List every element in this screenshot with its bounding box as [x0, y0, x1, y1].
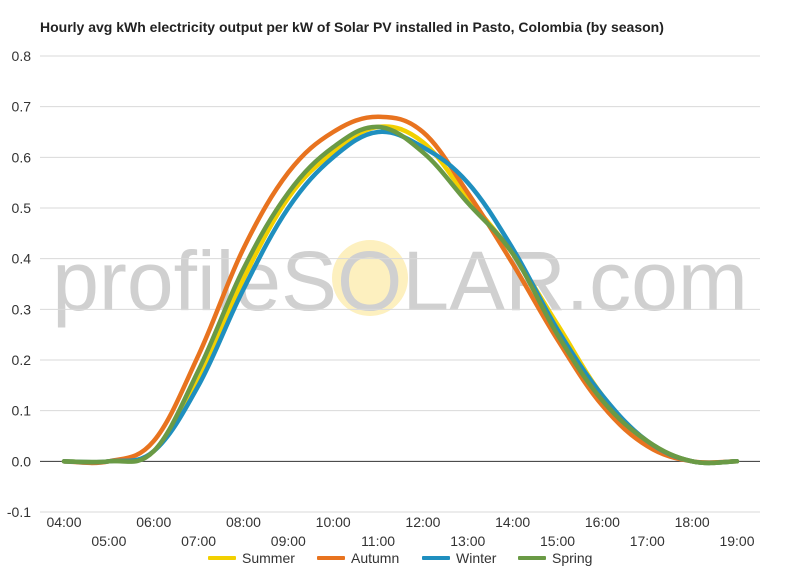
series-lines — [61, 114, 740, 466]
y-tick-label: 0.2 — [12, 352, 32, 368]
y-tick-label: 0.5 — [12, 200, 32, 216]
y-tick-label: 0.1 — [12, 403, 32, 419]
y-tick-label: 0.6 — [12, 149, 32, 165]
x-tick-label: 12:00 — [405, 514, 440, 530]
x-axis-ticks: 04:00 05:00 06:00 07:00 08:00 09:00 10:00 11:00… — [46, 514, 754, 549]
legend-item-autumn: Autumn — [317, 549, 399, 567]
x-tick-label: 17:00 — [630, 533, 665, 549]
legend-item-summer: Summer — [208, 549, 295, 567]
y-tick-label: -0.1 — [7, 504, 31, 520]
x-tick-label: 08:00 — [226, 514, 261, 530]
x-tick-label: 05:00 — [91, 533, 126, 549]
legend-swatch — [208, 556, 236, 560]
legend-label: Winter — [456, 550, 497, 566]
y-axis-ticks: -0.1 0.0 0.1 0.2 0.3 0.4 0.5 0.6 0.7 0.8 — [7, 48, 31, 520]
x-tick-label: 15:00 — [540, 533, 575, 549]
legend-label: Summer — [242, 550, 295, 566]
legend-swatch — [317, 556, 345, 560]
x-tick-label: 11:00 — [361, 533, 395, 549]
y-tick-label: 0.3 — [12, 301, 32, 317]
y-tick-label: 0.4 — [12, 251, 32, 267]
x-tick-label: 10:00 — [316, 514, 351, 530]
watermark-text: profileSOLAR.com — [52, 234, 748, 328]
x-tick-label: 16:00 — [585, 514, 620, 530]
legend-label: Autumn — [351, 550, 400, 566]
y-tick-label: 0.7 — [12, 99, 32, 115]
y-tick-label: 0.0 — [12, 453, 32, 469]
chart-title: Hourly avg kWh electricity output per kW… — [40, 19, 664, 35]
legend-swatch — [422, 556, 450, 560]
x-tick-label: 06:00 — [136, 514, 171, 530]
legend-swatch — [518, 556, 546, 560]
legend: Summer Autumn Winter Spring — [0, 549, 800, 567]
gridlines — [40, 55, 760, 513]
watermark: profileSOLAR.com — [52, 234, 748, 328]
legend-item-spring: Spring — [518, 549, 592, 567]
legend-label: Spring — [552, 550, 593, 566]
legend-item-winter: Winter — [422, 549, 496, 567]
x-tick-label: 18:00 — [675, 514, 710, 530]
series-line-spring — [61, 124, 740, 466]
y-tick-label: 0.8 — [12, 48, 32, 64]
x-tick-label: 19:00 — [719, 533, 754, 549]
x-tick-label: 13:00 — [450, 533, 485, 549]
series-line-autumn — [61, 114, 740, 466]
x-tick-label: 04:00 — [46, 514, 81, 530]
x-tick-label: 07:00 — [181, 533, 216, 549]
x-tick-label: 14:00 — [495, 514, 530, 530]
x-tick-label: 09:00 — [271, 533, 306, 549]
